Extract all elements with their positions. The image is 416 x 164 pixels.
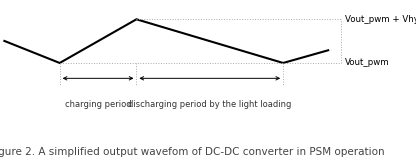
Text: charging period: charging period [65, 100, 131, 109]
Text: Figure 2. A simplified output wavefom of DC-DC converter in PSM operation: Figure 2. A simplified output wavefom of… [0, 147, 384, 157]
Text: discharging period by the light loading: discharging period by the light loading [128, 100, 292, 109]
Text: Vout_pwm: Vout_pwm [344, 59, 389, 67]
Text: Vout_pwm + Vhys: Vout_pwm + Vhys [344, 15, 416, 24]
